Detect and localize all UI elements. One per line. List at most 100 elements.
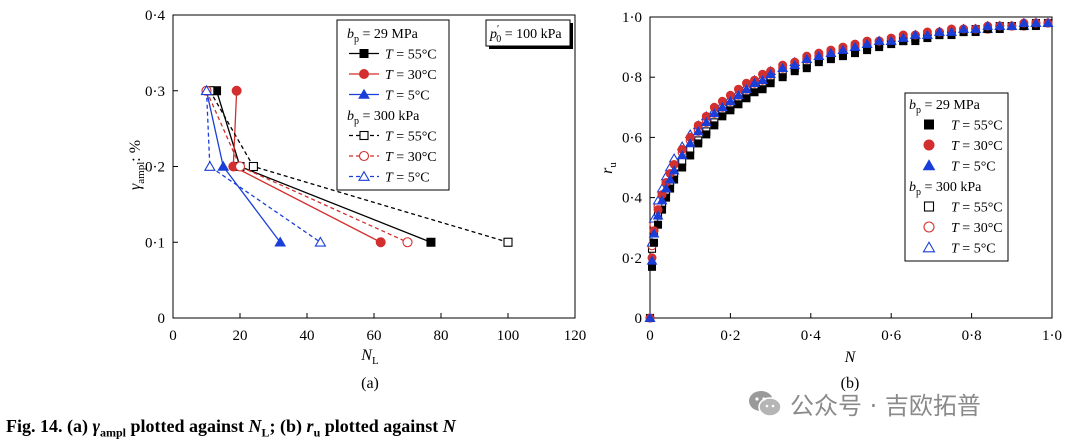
legend-label-a-0-0: T = 55°C [385, 48, 437, 63]
y-tick-label-b-5: 1·0 [622, 10, 642, 26]
point-b-2-11 [700, 117, 712, 127]
point-a-1-2 [375, 237, 386, 248]
point-b-0-18 [758, 85, 767, 94]
point-b-2-13 [716, 101, 728, 112]
y-tick-label-b-3: 0·6 [622, 130, 642, 146]
point-b-2-18 [757, 74, 768, 85]
caption-gamma: γ [92, 416, 101, 436]
point-a-0-2 [426, 237, 436, 247]
point-b-2-24 [825, 47, 837, 57]
point-b-2-31 [909, 29, 921, 39]
caption-part-b: ; (b) [269, 416, 307, 436]
point-b-0-15 [734, 100, 743, 109]
legend-box-b [904, 92, 1009, 262]
point-b-2-19 [765, 68, 776, 79]
x-tick-label-a-3: 60 [367, 328, 382, 344]
point-b-2-42 [1042, 17, 1054, 27]
legend-marker-a-0-2 [358, 88, 370, 99]
x-axis-label-b: N [844, 349, 857, 366]
point-b-2-32 [922, 29, 933, 39]
legend-label-a-1-2: T = 5°C [385, 171, 430, 186]
legend-label-b-0-0: T = 55°C [951, 119, 1003, 134]
point-b-2-30 [897, 32, 909, 42]
legend-marker-b-0-2 [922, 159, 936, 171]
point-b-0-9 [686, 151, 695, 160]
point-a-2-2 [274, 236, 287, 247]
caption-nl: N [248, 416, 262, 436]
point-b-2-40 [1018, 17, 1030, 27]
legend-label-a-0-1: T = 30°C [385, 68, 437, 83]
x-tick-label-b-0: 0 [646, 328, 654, 344]
caption-mid-a: plotted against [126, 416, 249, 436]
point-b-0-12 [710, 121, 719, 130]
point-b-2-29 [885, 35, 897, 45]
legend-marker-b-1-1 [923, 221, 935, 233]
y-tick-label-a-2: 0·2 [145, 160, 165, 176]
legend-marker-a-1-1 [358, 150, 370, 162]
x-tick-label-a-6: 120 [564, 328, 587, 344]
x-tick-label-a-5: 100 [497, 328, 520, 344]
legend-label-b-0-2: T = 5°C [951, 160, 996, 175]
x-tick-label-a-4: 80 [434, 328, 449, 344]
point-a-4-1 [234, 161, 246, 172]
x-tick-label-a-2: 40 [300, 328, 315, 344]
point-b-0-8 [678, 163, 687, 172]
watermark-text: 公众号 · 吉欧拓普 [790, 392, 981, 420]
point-b-2-9 [684, 138, 696, 148]
x-tick-label-a-1: 20 [233, 328, 248, 344]
x-tick-label-b-1: 0·2 [720, 328, 740, 344]
legend-marker-a-1-0 [359, 130, 369, 141]
point-b-0-3 [654, 220, 663, 229]
y-tick-label-a-4: 0·4 [145, 8, 165, 24]
y-tick-label-b-1: 0·2 [622, 251, 642, 267]
caption-part-a: (a) [67, 416, 93, 436]
y-tick-label-a-1: 0·1 [145, 235, 165, 251]
point-b-0-22 [802, 64, 811, 73]
point-b-0-10 [694, 139, 703, 148]
point-a-5-2 [314, 236, 327, 247]
annotation-text-a: p′ 0 = 100 kPa [489, 24, 562, 45]
point-a-3-1 [248, 161, 258, 172]
legend-group-b-1: bp = 300 kPa [909, 180, 982, 198]
point-a-4-2 [402, 237, 413, 248]
caption-ru-sub: u [313, 425, 321, 440]
point-b-0-16 [742, 94, 751, 103]
point-b-0-17 [750, 88, 759, 97]
x-axis-label-a: NL [360, 347, 379, 367]
legend-label-a-0-2: T = 5°C [385, 89, 430, 104]
caption-prefix: Fig. 14. [6, 416, 63, 436]
y-tick-label-b-0: 0 [635, 311, 643, 327]
point-b-2-10 [692, 126, 704, 136]
point-b-2-26 [849, 41, 861, 51]
legend-group-b-0: bp = 29 MPa [909, 98, 981, 116]
series-line-a-4 [205, 90, 408, 243]
legend-marker-a-0-1 [359, 69, 369, 79]
watermark: 公众号 · 吉欧拓普 [748, 386, 981, 421]
point-b-0-19 [766, 79, 775, 88]
point-b-2-39 [1006, 20, 1018, 30]
point-a-3-2 [503, 237, 513, 247]
point-b-2-38 [994, 20, 1006, 30]
wechat-icon [749, 390, 782, 417]
point-b-2-2 [648, 228, 660, 238]
legend-marker-a-0-0 [359, 49, 369, 58]
point-b-2-16 [741, 83, 752, 94]
point-b-2-3 [652, 210, 664, 220]
legend-label-a-1-1: T = 30°C [385, 150, 437, 165]
x-tick-label-a-0: 0 [169, 328, 177, 344]
panel-label-a: (a) [361, 375, 379, 392]
point-b-2-12 [708, 108, 720, 118]
point-b-2-1 [646, 255, 658, 265]
point-a-5-1 [203, 160, 216, 171]
y-axis-label-a: γampl: % [127, 140, 147, 190]
x-tick-label-b-5: 1·0 [1042, 328, 1062, 344]
panel-label-b: (b) [841, 375, 860, 392]
point-b-2-20 [777, 62, 789, 72]
point-a-5-0 [200, 84, 213, 96]
point-b-2-21 [789, 59, 801, 69]
legend-group-a-1: bp = 300 kPa [347, 109, 420, 127]
legend-marker-b-1-2 [922, 241, 936, 253]
point-b-2-15 [733, 89, 744, 100]
point-b-2-36 [970, 23, 981, 33]
legend-marker-b-0-0 [924, 119, 934, 130]
